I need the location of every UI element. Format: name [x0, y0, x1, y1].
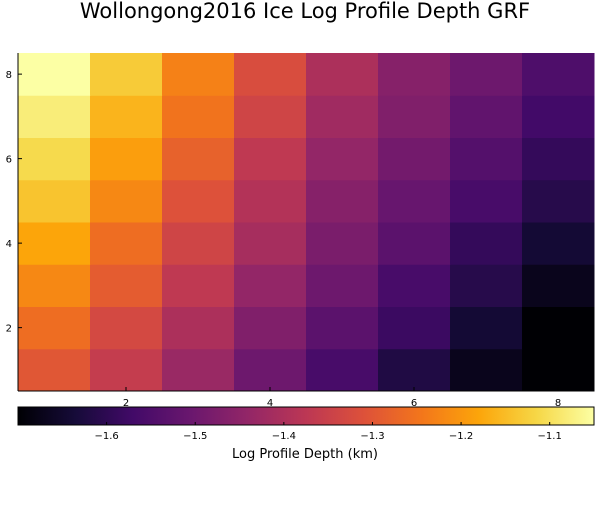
heatmap-cell — [450, 264, 523, 307]
chart-title: Wollongong2016 Ice Log Profile Depth GRF — [80, 0, 530, 23]
heatmap-cell — [306, 306, 379, 350]
heatmap-cell — [90, 264, 163, 307]
heatmap-cell — [306, 348, 379, 392]
heatmap-cell — [162, 137, 235, 181]
heatmap-cell — [234, 179, 307, 223]
heatmap-cell — [450, 95, 523, 138]
heatmap-cell — [90, 222, 163, 265]
heatmap-cell — [306, 95, 379, 138]
heatmap-cell — [378, 179, 451, 223]
heatmap-cell — [234, 222, 307, 265]
heatmap-cell — [18, 179, 91, 223]
plot-axes — [17, 53, 594, 392]
y-axis-ticks: 2 4 6 8 — [6, 70, 22, 335]
heatmap-cell — [162, 53, 235, 96]
x-axis-ticks: 2 4 6 8 — [123, 387, 561, 409]
heatmap-cell — [18, 222, 91, 265]
heatmap-cell — [162, 95, 235, 138]
heatmap-cell — [522, 348, 595, 392]
heatmap-cell — [234, 348, 307, 392]
heatmap-cell — [450, 53, 523, 96]
heatmap-cell — [450, 348, 523, 392]
heatmap-cell — [18, 137, 91, 181]
colorbar-label: Log Profile Depth (km) — [232, 447, 378, 462]
colorbar-tick-label: −1.1 — [538, 431, 562, 442]
heatmap-cell — [522, 179, 595, 223]
heatmap-cell — [162, 264, 235, 307]
colorbar-tick-label: −1.5 — [183, 431, 207, 442]
heatmap-cell — [450, 179, 523, 223]
heatmap-cell — [90, 137, 163, 181]
heatmap-cell — [378, 95, 451, 138]
heatmap-cell — [234, 306, 307, 350]
heatmap-cell — [234, 264, 307, 307]
heatmap-cell — [234, 137, 307, 181]
heatmap-cell — [522, 222, 595, 265]
heatmap-cell — [450, 222, 523, 265]
heatmap-cell — [522, 306, 595, 350]
heatmap-cell — [450, 137, 523, 181]
x-tick-label: 8 — [555, 398, 561, 409]
heatmap-cell — [90, 95, 163, 138]
x-tick-label: 2 — [123, 398, 129, 409]
heatmap-cell — [162, 348, 235, 392]
heatmap-cell — [378, 306, 451, 350]
heatmap-cell — [18, 53, 91, 96]
heatmap-cell — [522, 264, 595, 307]
heatmap-cell — [306, 137, 379, 181]
colorbar-tick-label: −1.3 — [360, 431, 384, 442]
y-tick-label: 2 — [6, 324, 12, 335]
colorbar-bar — [17, 406, 595, 426]
heatmap-cell — [306, 264, 379, 307]
heatmap-cell — [18, 264, 91, 307]
heatmap-cell — [522, 53, 595, 96]
heatmap-cell — [378, 264, 451, 307]
heatmap-cell — [522, 95, 595, 138]
heatmap-cell — [522, 137, 595, 181]
heatmap-cell — [378, 53, 451, 96]
heatmap-cell — [234, 95, 307, 138]
heatmap-cell — [18, 95, 91, 138]
heatmap-cell — [306, 53, 379, 96]
colorbar-tick-label: −1.6 — [94, 431, 118, 442]
heatmap-cell — [378, 222, 451, 265]
heatmap-cell — [162, 306, 235, 350]
heatmap-cell — [162, 179, 235, 223]
heatmap-cell — [90, 348, 163, 392]
heatmap-cell — [162, 222, 235, 265]
colorbar-ticks: −1.6 −1.5 −1.4 −1.3 −1.2 −1.1 — [94, 422, 562, 442]
heatmap-cell — [306, 222, 379, 265]
heatmap-cell — [450, 306, 523, 350]
heatmap-cell — [18, 348, 91, 392]
x-tick-label: 6 — [411, 398, 417, 409]
y-tick-label: 4 — [6, 239, 12, 250]
colorbar-tick-label: −1.4 — [272, 431, 296, 442]
heatmap-cell — [18, 306, 91, 350]
x-tick-label: 4 — [267, 398, 273, 409]
heatmap-cell — [90, 306, 163, 350]
colorbar-tick-label: −1.2 — [449, 431, 473, 442]
heatmap-cell — [378, 348, 451, 392]
heatmap-cell — [234, 53, 307, 96]
heatmap-cell — [90, 179, 163, 223]
heatmap-cell — [378, 137, 451, 181]
y-tick-label: 8 — [6, 70, 12, 81]
heatmap-cell — [90, 53, 163, 96]
heatmap-cell — [306, 179, 379, 223]
heatmap-cells — [18, 53, 595, 392]
colorbar — [17, 406, 595, 426]
y-tick-label: 6 — [6, 155, 12, 166]
